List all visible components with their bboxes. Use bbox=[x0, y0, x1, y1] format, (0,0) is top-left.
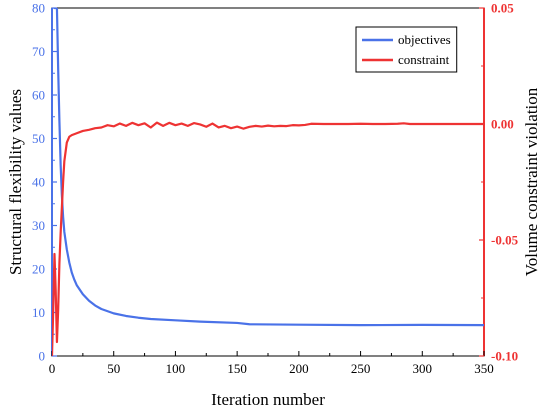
legend-box bbox=[355, 26, 458, 73]
legend-label-constraint: constraint bbox=[398, 52, 450, 67]
y-left-tick-label: 80 bbox=[32, 1, 45, 16]
x-tick-label: 300 bbox=[413, 361, 433, 376]
series-line-objectives bbox=[53, 8, 484, 327]
y-left-tick-label: 60 bbox=[32, 88, 45, 103]
x-tick-label: 200 bbox=[289, 361, 309, 376]
x-axis-title: Iteration number bbox=[211, 390, 325, 409]
y-right-tick-label: -0.05 bbox=[491, 233, 519, 248]
y-left-tick-label: 10 bbox=[32, 305, 45, 320]
series-layer bbox=[52, 8, 484, 356]
y-left-tick-label: 0 bbox=[39, 349, 46, 364]
y-left-tick-label: 20 bbox=[32, 262, 45, 277]
y-right-tick-label: 0.05 bbox=[491, 1, 514, 16]
y-left-tick-label: 70 bbox=[32, 44, 45, 59]
y-right-axis-title: Volume constraint violation bbox=[522, 87, 541, 276]
y-left-axis-title: Structural flexibility values bbox=[6, 89, 25, 275]
legend: objectives constraint bbox=[355, 26, 458, 73]
x-tick-label: 350 bbox=[474, 361, 494, 376]
y-left-tick-label: 30 bbox=[32, 218, 45, 233]
y-right-tick-label: 0.00 bbox=[491, 117, 514, 132]
y-left-tick-label: 50 bbox=[32, 131, 45, 146]
y-right-axis-ticks: -0.10 -0.05 0.00 0.05 bbox=[479, 1, 519, 364]
series-line-constraint bbox=[52, 121, 484, 356]
x-axis-ticks: 0 50 100 150 200 250 300 350 bbox=[49, 351, 494, 376]
x-tick-label: 100 bbox=[166, 361, 186, 376]
y-right-tick-label: -0.10 bbox=[491, 349, 518, 364]
x-tick-label: 50 bbox=[107, 361, 120, 376]
legend-label-objectives: objectives bbox=[398, 32, 451, 47]
x-tick-label: 250 bbox=[351, 361, 371, 376]
x-tick-label: 0 bbox=[49, 361, 56, 376]
y-left-tick-label: 40 bbox=[32, 175, 45, 190]
x-tick-label: 150 bbox=[227, 361, 247, 376]
